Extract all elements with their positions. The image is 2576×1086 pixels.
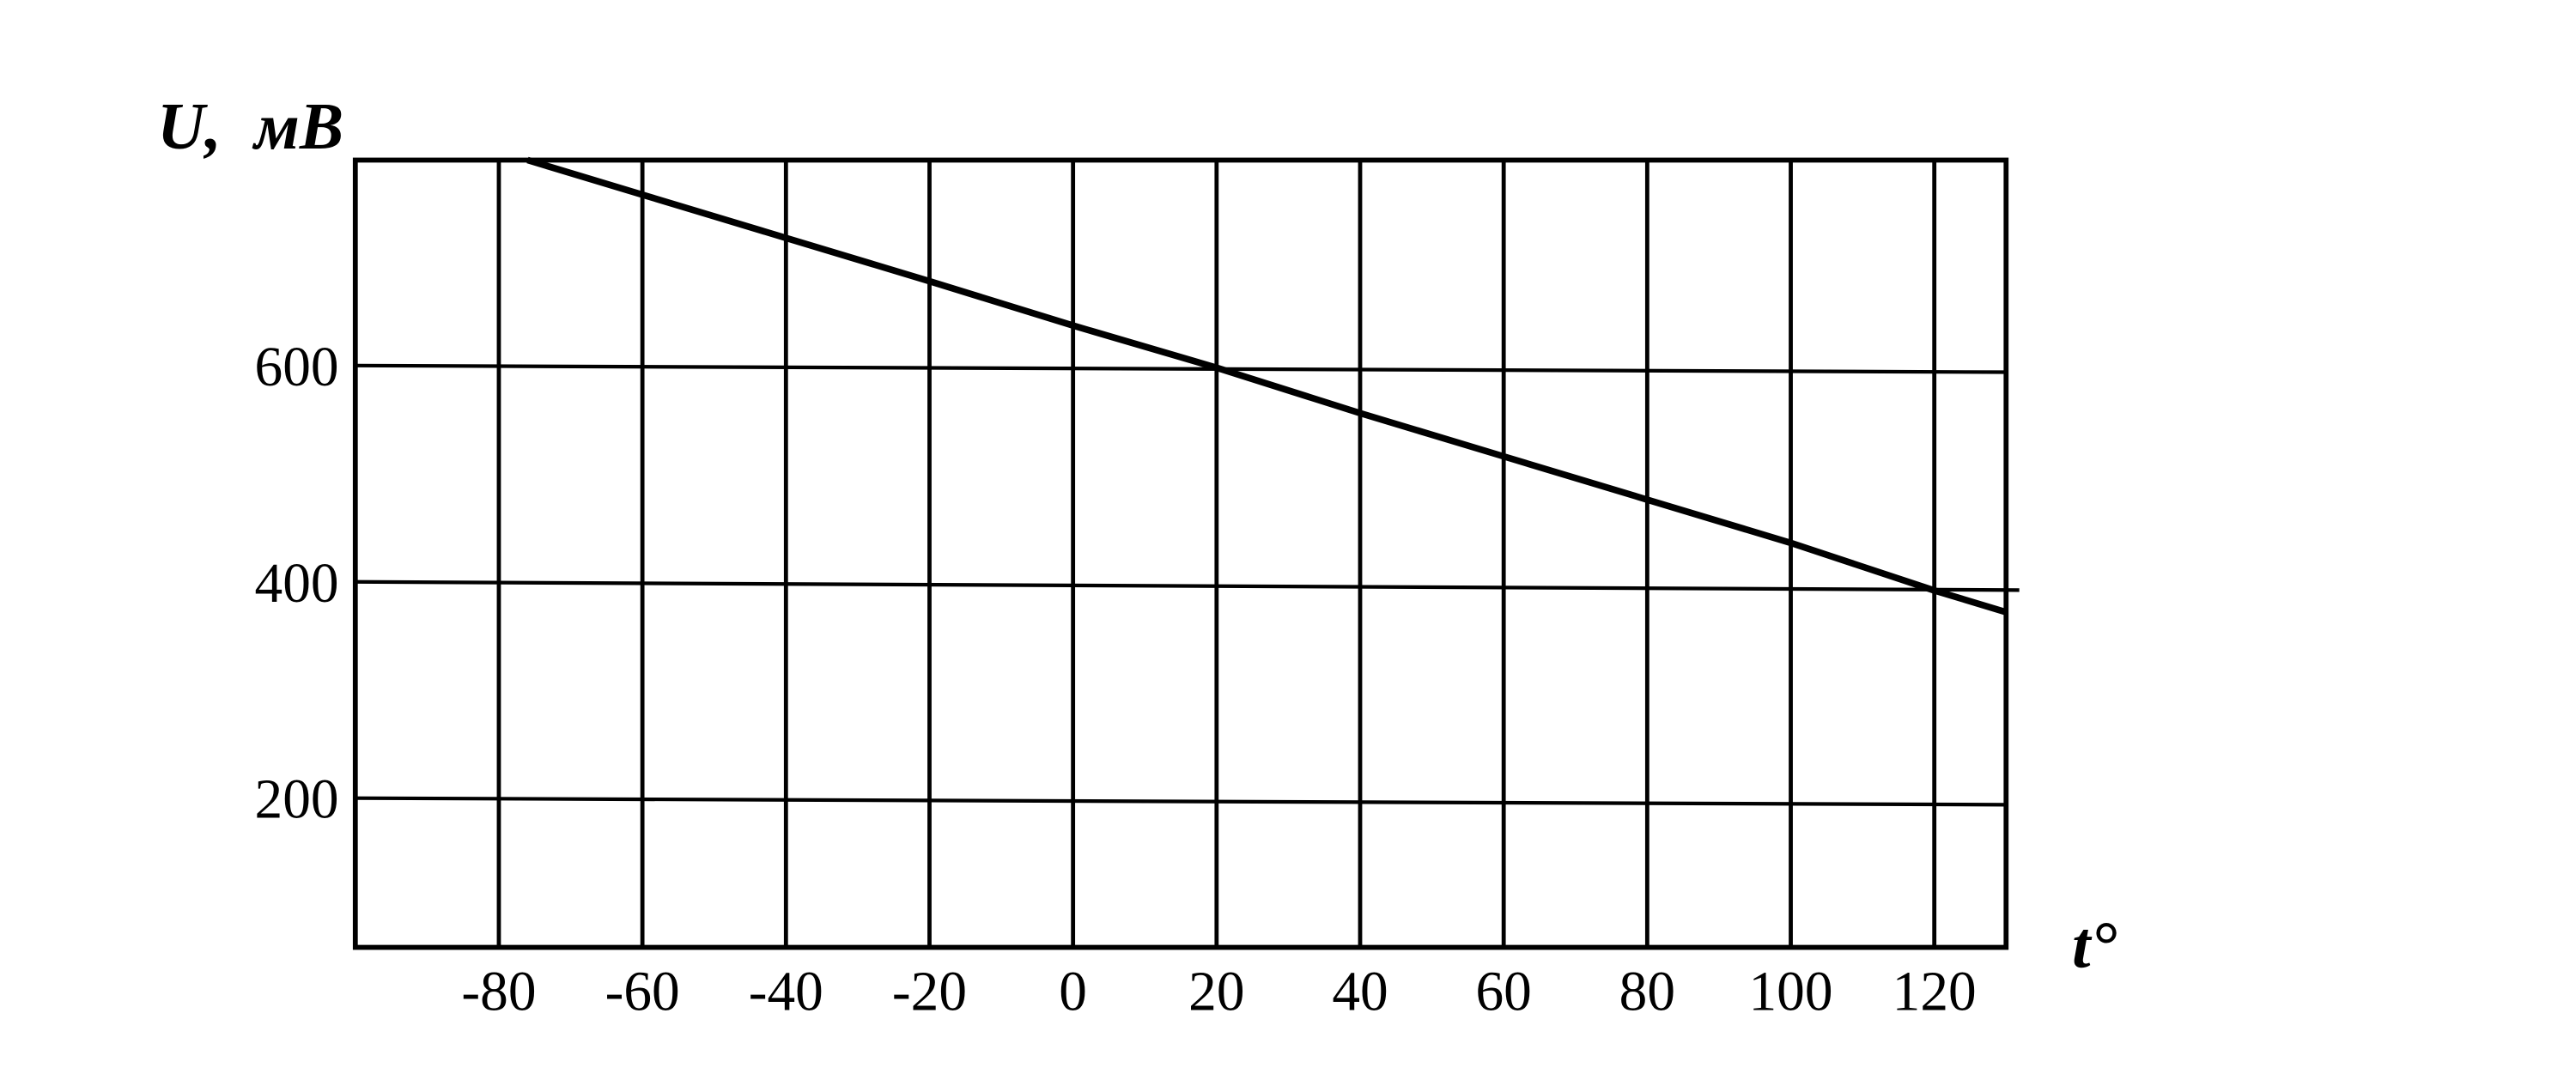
series-line <box>526 156 2008 616</box>
y-tick-labels: 200 400 600 <box>255 337 339 831</box>
grid <box>355 160 2020 948</box>
x-tick-label: 120 <box>1893 962 1977 1023</box>
y-tick-label: 600 <box>255 337 339 398</box>
y-gridline <box>355 579 2020 592</box>
y-gridline <box>355 796 2007 807</box>
y-axis-label: U, мВ <box>157 89 343 163</box>
x-tick-label: -40 <box>749 962 823 1023</box>
plot-frame <box>352 157 2009 950</box>
x-tick-label: -20 <box>892 962 967 1023</box>
series <box>526 156 2008 616</box>
x-tick-label: -60 <box>605 962 680 1023</box>
y-tick-label: 400 <box>255 553 339 615</box>
y-tick-label: 200 <box>255 769 339 831</box>
x-tick-label: 80 <box>1619 962 1675 1023</box>
x-tick-label: 0 <box>1059 962 1087 1023</box>
y-gridline <box>355 363 2007 374</box>
x-tick-label: 20 <box>1188 962 1244 1023</box>
x-tick-label: 60 <box>1475 962 1531 1023</box>
x-tick-label: -80 <box>461 962 536 1023</box>
x-tick-label: 40 <box>1332 962 1388 1023</box>
x-tick-label: 100 <box>1749 962 1833 1023</box>
x-tick-labels: -80 -60 -40 -20 0 20 40 60 80 100 120 <box>461 962 1976 1023</box>
x-axis-label: t° <box>2072 908 2117 982</box>
